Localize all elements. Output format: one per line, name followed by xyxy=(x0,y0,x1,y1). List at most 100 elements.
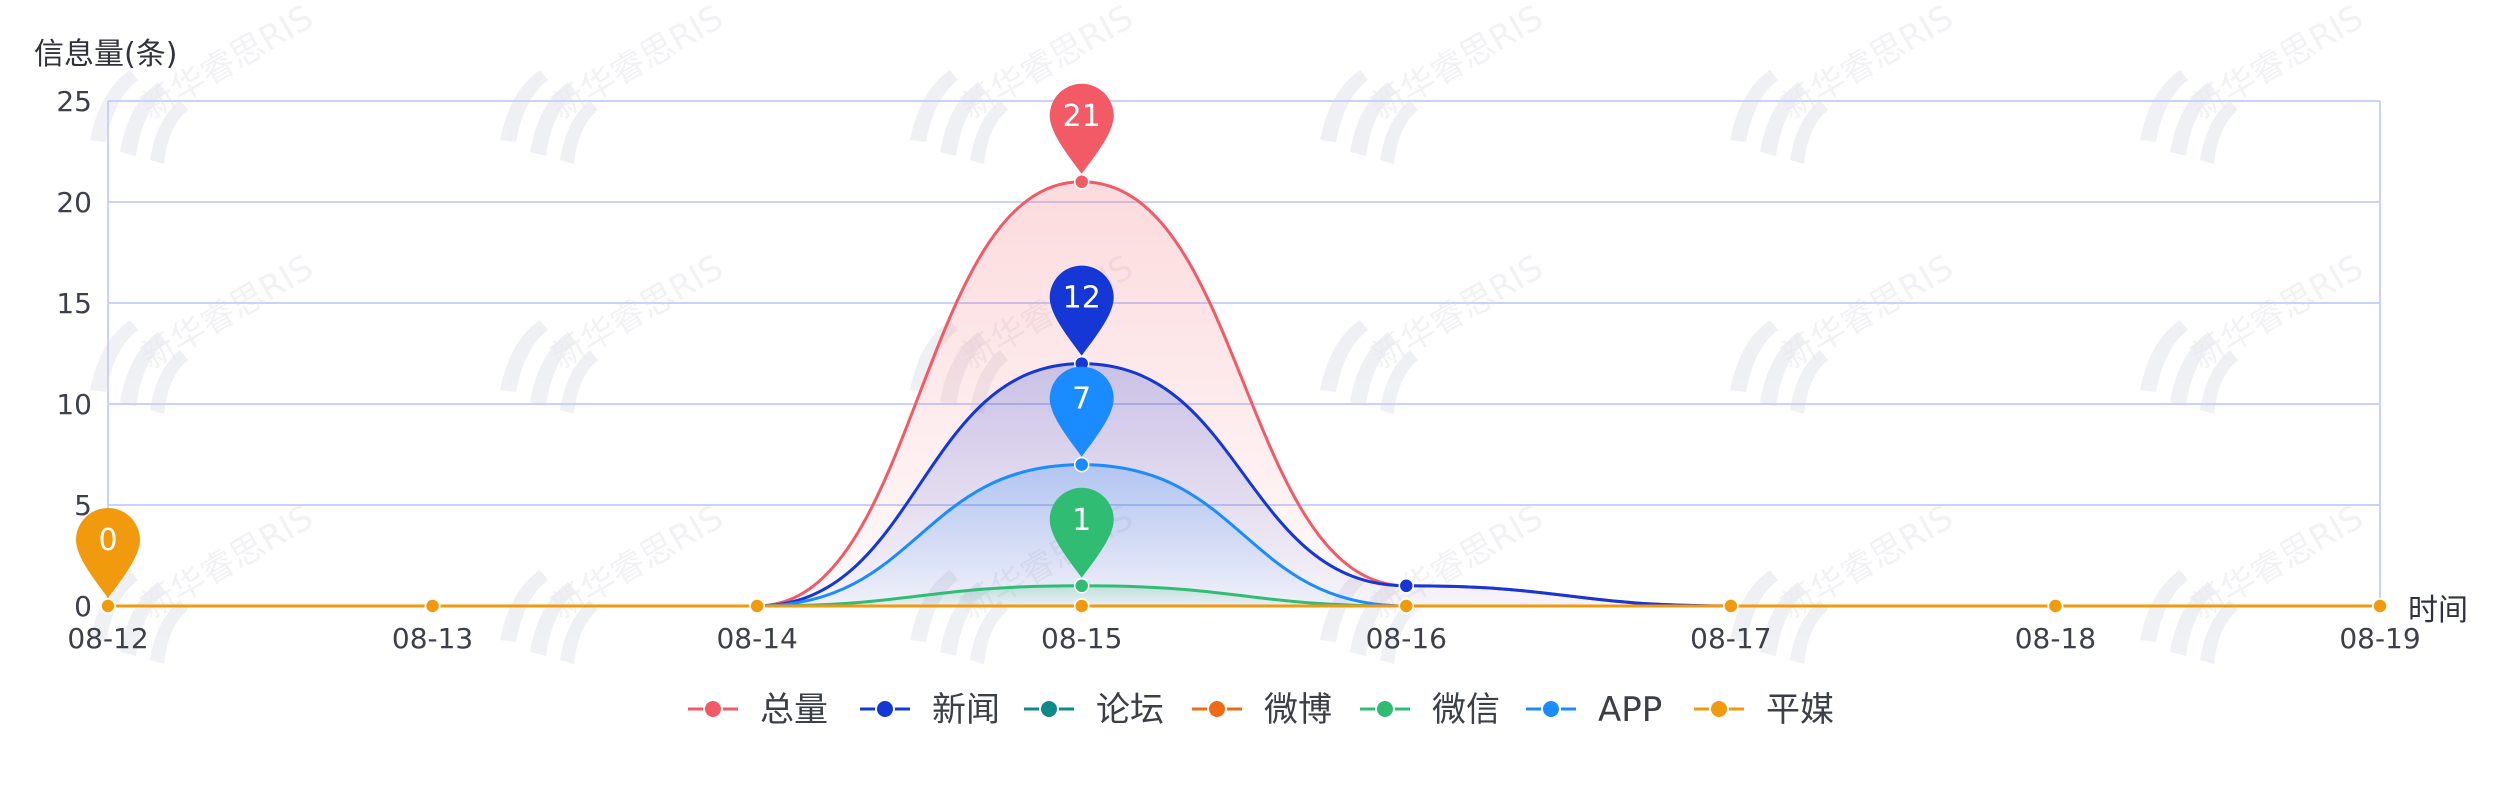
point-print-media-08-16[interactable] xyxy=(1398,598,1415,614)
point-total-08-15[interactable] xyxy=(1073,174,1090,190)
marker-pin-wechat[interactable] xyxy=(1049,487,1114,578)
marker-pin-total[interactable] xyxy=(1049,83,1114,174)
watermark-logo-icon xyxy=(90,570,188,664)
x-tick-label: 08-19 xyxy=(2339,622,2420,655)
watermark: 新华睿思RIS xyxy=(2140,498,2370,664)
x-tick-label: 08-14 xyxy=(716,622,797,655)
point-print-media-08-12[interactable] xyxy=(100,598,116,614)
watermark-logo-icon xyxy=(2140,320,2238,414)
legend-label-print-media: 平媒 xyxy=(1766,690,1834,730)
pin-layer: 21 12 7 1 0 xyxy=(76,83,1114,598)
watermark-logo-icon xyxy=(2140,70,2238,164)
legend-label-forum: 论坛 xyxy=(1096,690,1164,730)
legend-label-weibo: 微博 xyxy=(1264,690,1332,730)
watermark-text: 新华睿思RIS xyxy=(1775,248,1961,378)
marker-label-news: 12 xyxy=(1063,281,1101,316)
watermark-logo-icon xyxy=(910,70,1008,164)
legend-label-total: 总量 xyxy=(760,690,828,730)
watermark: 新华睿思RIS xyxy=(1730,0,1960,164)
watermark-logo-icon xyxy=(1730,320,1828,414)
marker-label-wechat: 1 xyxy=(1072,503,1091,538)
watermark-logo-icon xyxy=(500,320,598,414)
legend-label-wechat: 微信 xyxy=(1432,690,1500,730)
y-tick-label: 20 xyxy=(56,186,92,219)
watermark: 新华睿思RIS xyxy=(500,0,730,164)
area-news xyxy=(108,363,2380,606)
watermark-text: 新华睿思RIS xyxy=(135,498,321,628)
point-wechat-08-15[interactable] xyxy=(1073,578,1090,594)
marker-pin-app[interactable] xyxy=(1049,366,1114,457)
watermark-logo-icon xyxy=(90,70,188,164)
legend-marker-forum xyxy=(1039,699,1059,719)
y-tick-label: 25 xyxy=(56,85,92,118)
marker-pin-print-media[interactable] xyxy=(76,508,140,598)
x-tick-label: 08-12 xyxy=(67,622,148,655)
watermark-logo-icon xyxy=(1730,570,1828,664)
point-print-media-08-15[interactable] xyxy=(1073,598,1090,614)
point-news-08-16[interactable] xyxy=(1398,578,1415,594)
point-app-08-15[interactable] xyxy=(1073,456,1090,473)
watermark-logo-icon xyxy=(1320,320,1418,414)
watermark-text: 新华睿思RIS xyxy=(2185,248,2371,378)
legend-item-wechat[interactable]: 微信 xyxy=(1360,690,1500,730)
watermark-logo-icon xyxy=(1730,70,1828,164)
watermark-text: 新华睿思RIS xyxy=(1365,248,1551,378)
watermark: 新华睿思RIS xyxy=(1320,0,1550,164)
x-tick-label: 08-17 xyxy=(1690,622,1771,655)
legend-item-weibo[interactable]: 微博 xyxy=(1192,690,1332,730)
area-app xyxy=(108,464,2380,606)
watermark: 新华睿思RIS xyxy=(2140,0,2370,164)
watermark-text: 新华睿思RIS xyxy=(1775,0,1961,128)
legend-item-print-media[interactable]: 平媒 xyxy=(1694,690,1834,730)
watermark-logo-icon xyxy=(2140,570,2238,664)
y-tick-label: 0 xyxy=(74,590,92,623)
watermark: 新华睿思RIS xyxy=(90,0,320,164)
legend-marker-total xyxy=(703,699,723,719)
legend-marker-news xyxy=(875,699,895,719)
legend-item-forum[interactable]: 论坛 xyxy=(1024,690,1164,730)
watermark-text: 新华睿思RIS xyxy=(1775,498,1961,628)
point-layer xyxy=(100,174,2388,614)
area-total xyxy=(108,181,2380,607)
y-tick-label: 15 xyxy=(56,287,92,320)
x-tick-label: 08-15 xyxy=(1041,622,1122,655)
x-axis-title: 时间 xyxy=(2408,593,2468,628)
point-print-media-08-14[interactable] xyxy=(749,598,765,614)
point-print-media-08-18[interactable] xyxy=(2047,598,2064,614)
watermark-text: 新华睿思RIS xyxy=(2185,498,2371,628)
legend-marker-weibo xyxy=(1207,699,1227,719)
point-print-media-08-13[interactable] xyxy=(424,598,441,614)
watermark-logo-icon xyxy=(90,320,188,414)
legend-item-app[interactable]: APP xyxy=(1526,690,1662,730)
legend-item-total[interactable]: 总量 xyxy=(688,690,828,730)
watermark: 新华睿思RIS xyxy=(500,498,730,664)
watermark-text: 新华睿思RIS xyxy=(1365,498,1551,628)
watermark-logo-icon xyxy=(500,70,598,164)
watermark-text: 新华睿思RIS xyxy=(545,0,731,128)
y-tick-label: 5 xyxy=(74,489,92,522)
watermark-text: 新华睿思RIS xyxy=(135,248,321,378)
y-axis-title: 信息量(条) xyxy=(34,37,177,72)
marker-pin-news[interactable] xyxy=(1049,265,1114,356)
marker-label-total: 21 xyxy=(1063,99,1101,134)
legend-label-app: APP xyxy=(1598,690,1662,730)
legend-marker-print-media xyxy=(1709,699,1729,719)
x-tick-label: 08-13 xyxy=(392,622,473,655)
point-print-media-08-17[interactable] xyxy=(1723,598,1739,614)
watermark: 新华睿思RIS xyxy=(1730,248,1960,414)
area-layer xyxy=(108,181,2380,607)
x-tick-label: 08-18 xyxy=(2015,622,2096,655)
y-tick-label: 10 xyxy=(56,388,92,421)
x-tick-label: 08-16 xyxy=(1366,622,1447,655)
legend-layer[interactable]: 总量 新闻 论坛 微博 微信 APP 平媒 xyxy=(688,690,1834,730)
marker-label-print-media: 0 xyxy=(98,523,117,558)
legend-item-news[interactable]: 新闻 xyxy=(860,690,1000,730)
point-print-media-08-19[interactable] xyxy=(2372,598,2388,614)
legend-marker-app xyxy=(1541,699,1561,719)
legend-marker-wechat xyxy=(1375,699,1395,719)
watermark-text: 新华睿思RIS xyxy=(1365,0,1551,128)
line-layer xyxy=(108,180,2380,608)
marker-label-app: 7 xyxy=(1072,382,1091,417)
